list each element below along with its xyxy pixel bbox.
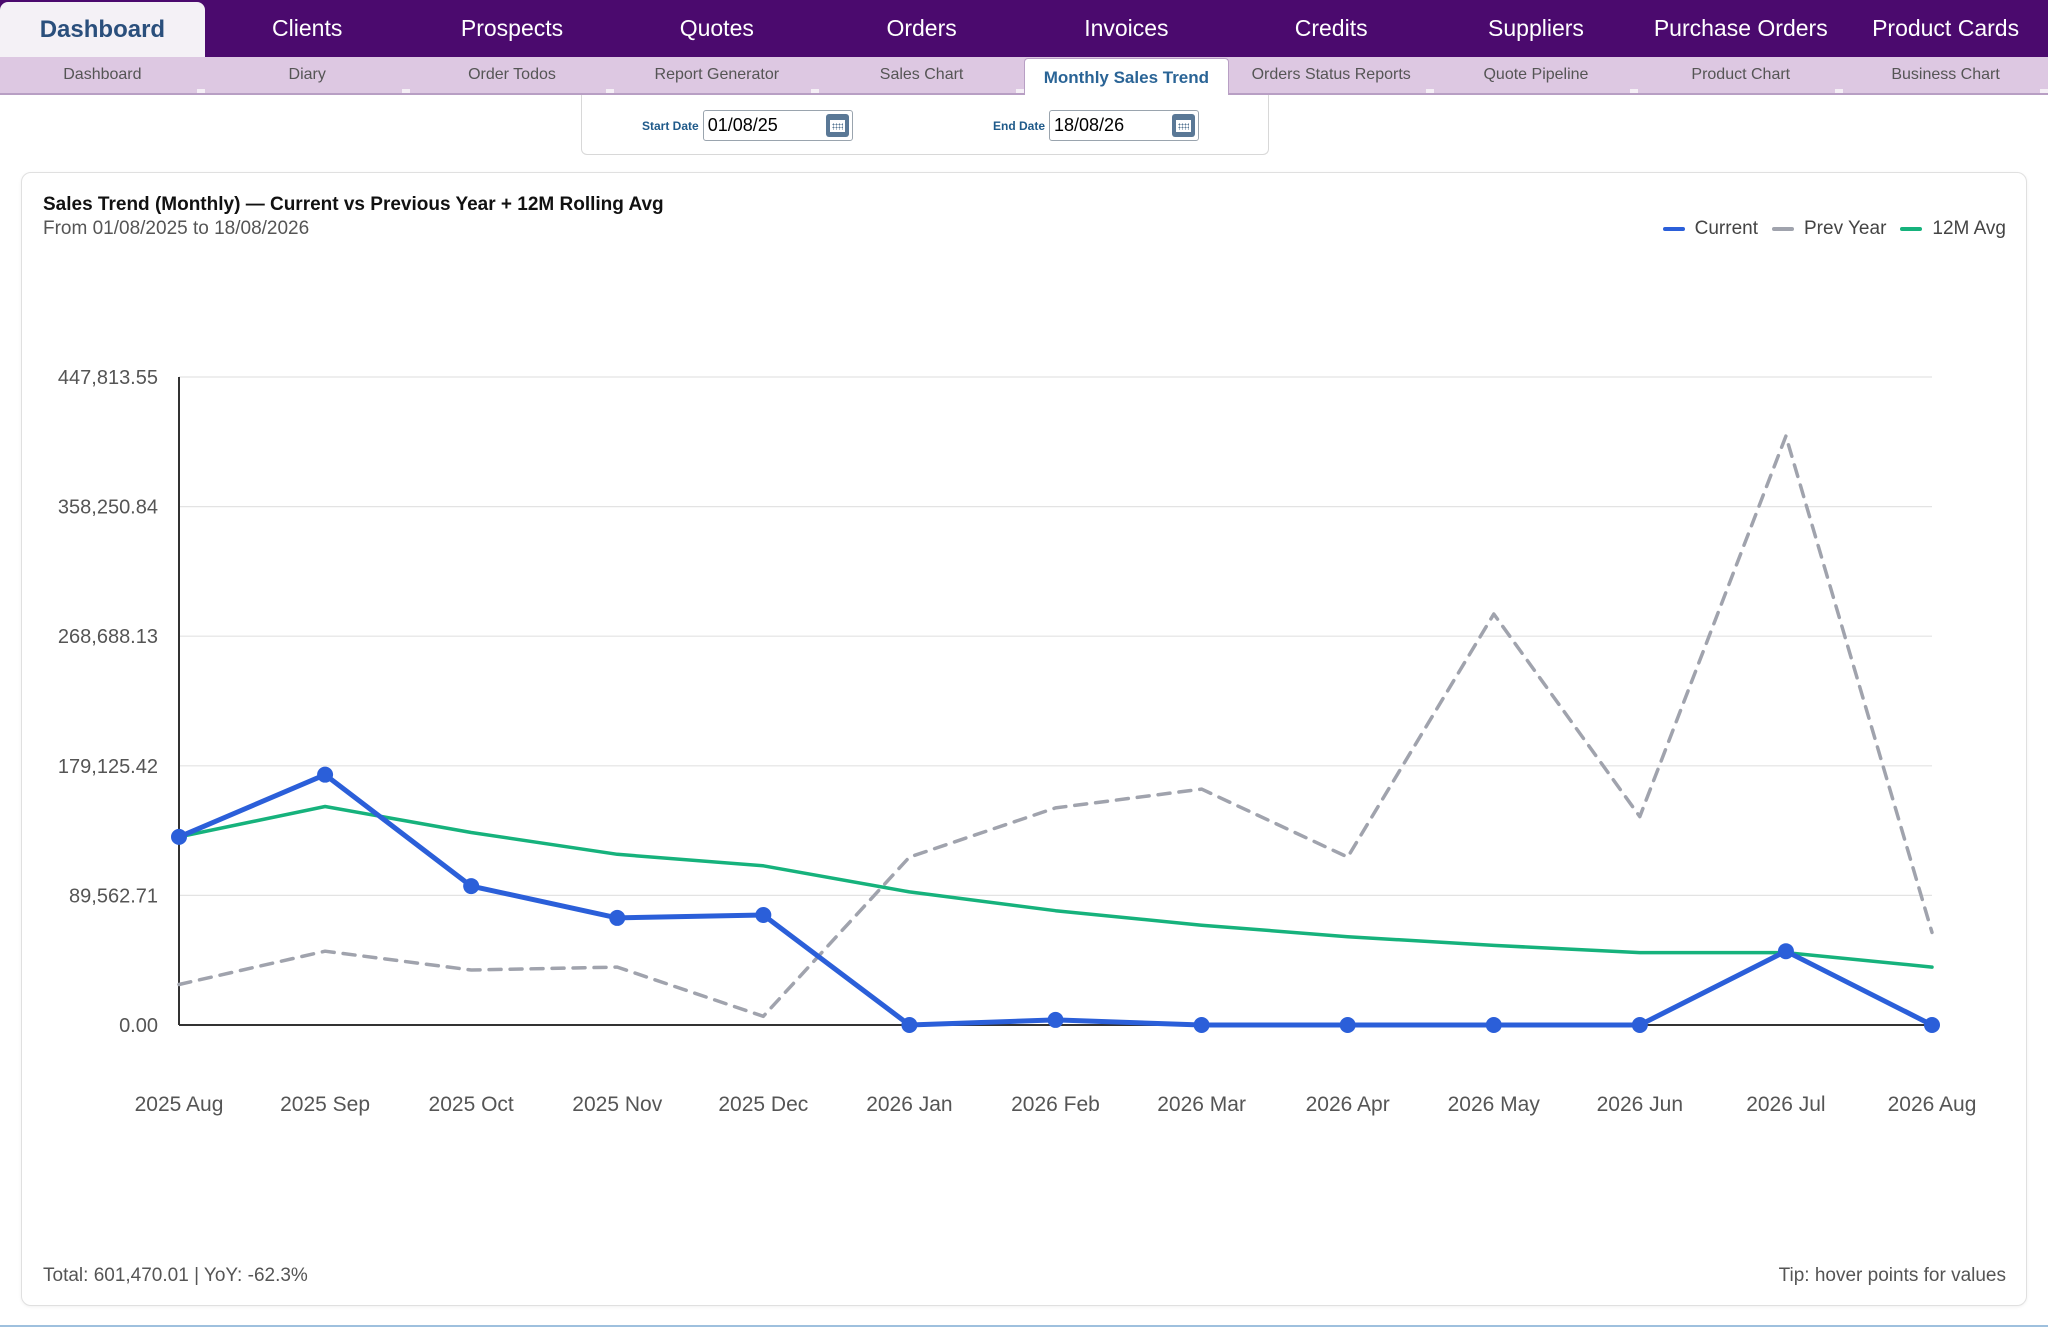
series-line-current [176,772,1935,1028]
sales-trend-chart: 0.00 89,562.71 179,125.42 268,688.13 358,250… [58,367,1977,1116]
chart-title: Sales Trend (Monthly) — Current vs Previ… [43,194,664,215]
x-tick-label: 2026 Aug [1888,1093,1977,1116]
x-tick-label: 2025 Aug [135,1093,224,1116]
data-point-current[interactable] [1485,1017,1502,1033]
chart-subtitle: From 01/08/2025 to 18/08/2026 [43,218,310,239]
calendar-icon[interactable] [1172,114,1196,137]
subnav-tab-diary[interactable]: Diary [205,57,410,93]
subnav-tab-dashboard[interactable]: Dashboard [0,57,205,93]
x-tick-label: 2026 Apr [1306,1093,1390,1116]
end-date-value: 18/08/26 [1054,115,1125,135]
legend-swatch [1662,227,1685,231]
end-date-label: End Date [993,118,1046,133]
legend-label: Current [1694,218,1758,239]
x-tick-label: 2026 Jun [1597,1093,1683,1116]
data-point-current[interactable] [317,766,334,783]
calendar-icon[interactable] [825,114,849,137]
x-tick-label: 2025 Nov [572,1093,662,1116]
end-date-group: End Date 18/08/26 [993,110,1200,141]
legend-label: 12M Avg [1932,218,2006,239]
y-tick-label: 0.00 [119,1015,158,1037]
x-tick-label: 2025 Dec [718,1093,808,1116]
nav-tab-purchase-orders[interactable]: Purchase Orders [1653,15,1828,41]
x-tick-label: 2025 Sep [280,1093,370,1116]
data-point-current[interactable] [1193,1017,1210,1033]
nav-tab-suppliers[interactable]: Suppliers [1488,15,1584,41]
y-tick-label: 179,125.42 [58,756,158,778]
x-tick-label: 2026 Feb [1011,1093,1100,1116]
x-tick-label: 2026 Jul [1746,1093,1825,1116]
data-point-current[interactable] [755,907,772,924]
data-point-current[interactable] [1047,1011,1064,1028]
x-tick-label: 2025 Oct [429,1093,514,1116]
data-point-current[interactable] [171,828,187,845]
legend-swatch [1900,227,1923,231]
y-tick-label: 268,688.13 [58,626,158,648]
subnav-tab-order-todos[interactable]: Order Todos [410,57,615,93]
date-filter-panel: Start Date 01/08/25 End Date 18/08/26 [581,95,1269,155]
y-tick-label: 358,250.84 [58,497,158,519]
data-point-current[interactable] [1631,1017,1648,1033]
nav-tab-prospects[interactable]: Prospects [460,15,564,41]
nav-tab-dashboard[interactable]: Dashboard [0,2,205,57]
subnav-tab-monthly-sales-trend[interactable]: Monthly Sales Trend [1023,58,1229,96]
chart-total-summary: Total: 601,470.01 | YoY: -62.3% [43,1265,308,1286]
chart-legend: Current Prev Year 12M Avg [1649,218,2006,240]
nav-tab-product-cards[interactable]: Product Cards [1872,15,2020,41]
x-tick-label: 2026 Jan [866,1093,952,1116]
nav-tab-clients[interactable]: Clients [272,15,343,41]
nav-tab-orders[interactable]: Orders [886,15,957,41]
nav-tab-invoices[interactable]: Invoices [1084,15,1169,41]
start-date-input[interactable]: 01/08/25 [702,110,853,141]
chart-card: Sales Trend (Monthly) — Current vs Previ… [21,172,2027,1306]
legend-label: Prev Year [1804,218,1887,239]
subnav-tab-orders-status-reports[interactable]: Orders Status Reports [1229,57,1434,93]
data-point-current[interactable] [1777,943,1794,960]
y-tick-label: 89,562.71 [69,885,158,907]
data-point-current[interactable] [901,1017,918,1033]
data-point-current[interactable] [1924,1017,1940,1033]
series-line-prev-year [177,434,1934,1019]
subnav-tab-report-generator[interactable]: Report Generator [614,57,819,93]
x-tick-label: 2026 May [1448,1093,1541,1116]
subnav-tab-quote-pipeline[interactable]: Quote Pipeline [1434,57,1639,93]
data-point-current[interactable] [609,909,626,926]
legend-item-12m-avg[interactable]: 12M Avg [1900,218,2006,240]
end-date-input[interactable]: 18/08/26 [1049,110,1200,141]
sub-nav: Dashboard Diary Order Todos Report Generato… [0,57,2048,96]
subnav-tab-product-chart[interactable]: Product Chart [1638,57,1843,93]
main-nav: Dashboard Clients Prospects Quotes Orders Inv… [0,0,2048,57]
start-date-label: Start Date [642,118,699,133]
start-date-value: 01/08/25 [707,115,778,135]
chart-tip: Tip: hover points for values [1778,1265,2006,1286]
legend-item-prev-year[interactable]: Prev Year [1772,218,1886,240]
legend-swatch [1772,227,1794,231]
series-line-12m-avg [177,804,1934,969]
legend-item-current[interactable]: Current [1662,218,1758,240]
nav-tab-credits[interactable]: Credits [1294,15,1368,41]
nav-tab-quotes[interactable]: Quotes [679,15,754,41]
data-point-current[interactable] [1339,1017,1356,1033]
x-tick-label: 2026 Mar [1157,1093,1246,1116]
subnav-tab-sales-chart[interactable]: Sales Chart [819,57,1024,93]
y-tick-label: 447,813.55 [58,367,158,389]
subnav-tab-business-chart[interactable]: Business Chart [1843,57,2048,93]
data-point-current[interactable] [463,878,480,895]
page-bottom-border [0,1325,2048,1327]
start-date-group: Start Date 01/08/25 [642,110,853,141]
